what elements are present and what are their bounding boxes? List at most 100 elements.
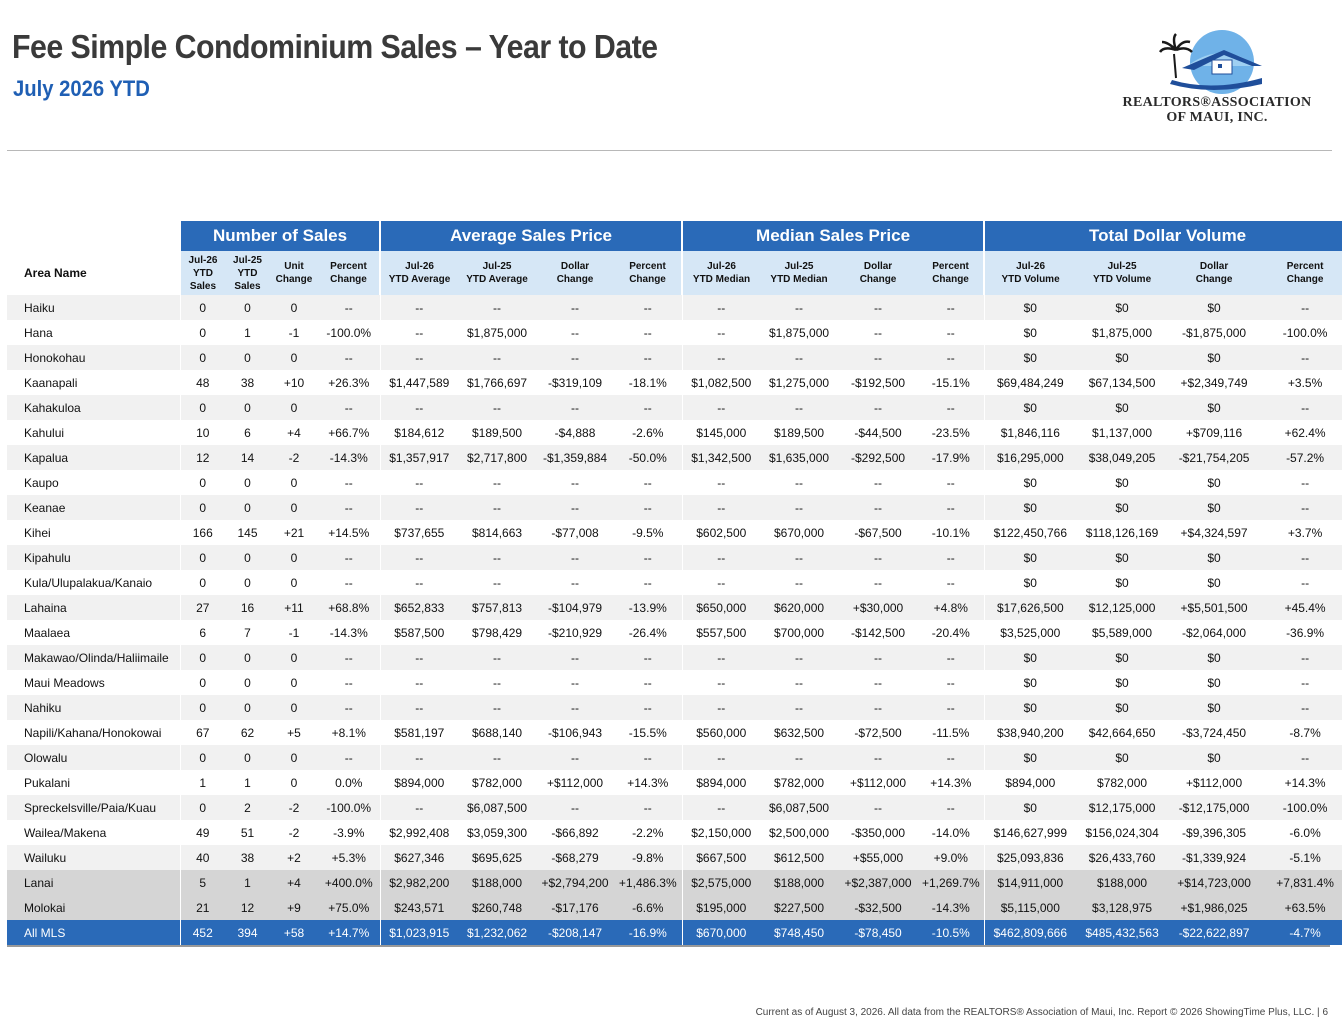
- table-cell: $122,450,766: [983, 520, 1077, 545]
- table-cell: $1,875,000: [467, 325, 528, 340]
- table-cell: $14,911,000: [983, 870, 1077, 895]
- table-cell: +75.0%: [318, 895, 381, 920]
- table-cell: 0: [270, 745, 318, 770]
- table-cell: --: [614, 295, 683, 320]
- area-name-cell: Hana: [24, 325, 53, 340]
- table-cell: -$44,500: [854, 425, 902, 440]
- table-cell: 145: [237, 525, 258, 540]
- table-cell: $26,433,760: [1076, 845, 1169, 870]
- table-cell: --: [681, 645, 761, 670]
- table-cell: --: [760, 495, 839, 520]
- table-cell: 0: [244, 575, 251, 590]
- column-header-line: YTD Average: [388, 274, 451, 285]
- table-cell: +$1,986,025: [1168, 895, 1261, 920]
- table-cell: --: [795, 675, 804, 690]
- table-cell: +21: [283, 525, 305, 540]
- area-name-cell: All MLS: [7, 920, 180, 945]
- table-cell: --: [614, 745, 683, 770]
- table-cell: --: [838, 645, 919, 670]
- table-cell: 0: [179, 645, 225, 670]
- table-cell: $581,197: [379, 720, 459, 745]
- table-cell: 0: [225, 495, 270, 520]
- table-cell: 0.0%: [335, 775, 363, 790]
- table-cell: 67: [179, 720, 225, 745]
- table-cell: --: [379, 695, 459, 720]
- table-cell: --: [681, 670, 761, 695]
- table-cell: $3,525,000: [983, 620, 1077, 645]
- table-cell: --: [536, 395, 615, 420]
- table-cell: $188,000: [760, 870, 839, 895]
- table-row: Wailuku 40 38 +2 +5.3% $627,346 $695,625 -$68,2…: [7, 845, 1342, 870]
- table-cell: --: [643, 325, 652, 340]
- group-header-average-sales-price: Average Sales Price: [379, 221, 683, 251]
- table-cell: --: [614, 795, 683, 820]
- table-cell: +$14,723,000: [1168, 870, 1261, 895]
- table-cell: -8.7%: [1289, 725, 1321, 740]
- table-cell: --: [379, 545, 459, 570]
- table-cell: --: [318, 645, 381, 670]
- table-cell: 14: [225, 445, 270, 470]
- column-header: Jul-26 YTD Average: [379, 251, 459, 295]
- table-cell: $12,175,000: [1076, 795, 1169, 820]
- table-cell: $243,571: [379, 895, 459, 920]
- table-cell: -6.6%: [614, 895, 683, 920]
- table-cell: $0: [1076, 395, 1169, 420]
- table-cell: $0: [1076, 545, 1169, 570]
- table-cell: $184,612: [379, 420, 459, 445]
- table-cell: --: [536, 745, 615, 770]
- table-row: Lahaina 27 16 +11 +68.8% $652,833 $757,813 -$10…: [7, 595, 1342, 620]
- table-cell: --: [318, 695, 381, 720]
- table-cell: -36.9%: [1286, 625, 1325, 640]
- table-cell: 27: [179, 595, 225, 620]
- table-cell: --: [838, 295, 919, 320]
- table-row: Makawao/Olinda/Haliimaile 0 0 0 -- -- -- -- -- --…: [7, 645, 1342, 670]
- table-cell: -$208,147: [536, 920, 615, 945]
- table-cell: 1: [244, 775, 251, 790]
- table-cell: $700,000: [774, 625, 825, 640]
- table-cell: -$1,359,884: [536, 445, 615, 470]
- table-row: Molokai 21 12 +9 +75.0% $243,571 $260,748 -$17,…: [7, 895, 1342, 920]
- column-header-line: YTD Volume: [1092, 274, 1152, 285]
- table-cell: $0: [1115, 475, 1129, 490]
- table-cell: $0: [983, 320, 1077, 345]
- table-cell: --: [795, 575, 804, 590]
- table-cell: +1,269.7%: [918, 870, 985, 895]
- footer-note: Current as of August 3, 2026. All data f…: [755, 1007, 1328, 1018]
- table-cell: $188,000: [1076, 870, 1169, 895]
- table-row: Pukalani 1 1 0 0.0% $894,000 $782,000 +$112,000…: [7, 770, 1342, 795]
- table-cell: $0: [983, 745, 1077, 770]
- column-header-line: Percent: [629, 261, 666, 272]
- table-cell: -$66,892: [551, 825, 599, 840]
- column-header-line: Change: [330, 274, 367, 285]
- table-cell: $69,484,249: [983, 370, 1077, 395]
- table-cell: -1: [288, 325, 300, 340]
- column-header: Jul-25 YTD Median: [760, 251, 839, 295]
- table-cell: --: [614, 395, 683, 420]
- table-row: Kahului 10 6 +4 +66.7% $184,612 $189,500 -$4,88…: [7, 420, 1342, 445]
- table-cell: -50.0%: [614, 445, 683, 470]
- area-name-cell: Kipahulu: [7, 545, 180, 570]
- table-cell: -14.3%: [329, 625, 368, 640]
- table-cell: $12,125,000: [1076, 595, 1169, 620]
- table-cell: $1,275,000: [769, 375, 830, 390]
- table-cell: +9: [270, 895, 318, 920]
- table-cell: $1,342,500: [681, 445, 761, 470]
- table-cell: $227,500: [760, 895, 839, 920]
- column-header-line: YTD Average: [466, 274, 528, 285]
- table-cell: $145,000: [681, 420, 761, 445]
- table-cell: -2: [270, 445, 318, 470]
- table-cell: +1,486.3%: [614, 870, 683, 895]
- table-cell: $0: [983, 345, 1077, 370]
- column-header-line: Percent: [330, 261, 367, 272]
- table-row: Kihei 166 145 +21 +14.5% $737,655 $814,663 -$77…: [7, 520, 1342, 545]
- table-cell: --: [318, 295, 381, 320]
- column-header: Jul-26 YTD Volume: [983, 251, 1077, 295]
- table-cell: $737,655: [379, 520, 459, 545]
- column-header-line: Change: [932, 274, 969, 285]
- table-cell: --: [874, 325, 883, 340]
- table-cell: 7: [244, 625, 251, 640]
- table-cell: $0: [983, 670, 1077, 695]
- area-name-cell: Lahaina: [7, 595, 180, 620]
- table-cell: $0: [1207, 475, 1221, 490]
- table-cell: 0: [225, 295, 270, 320]
